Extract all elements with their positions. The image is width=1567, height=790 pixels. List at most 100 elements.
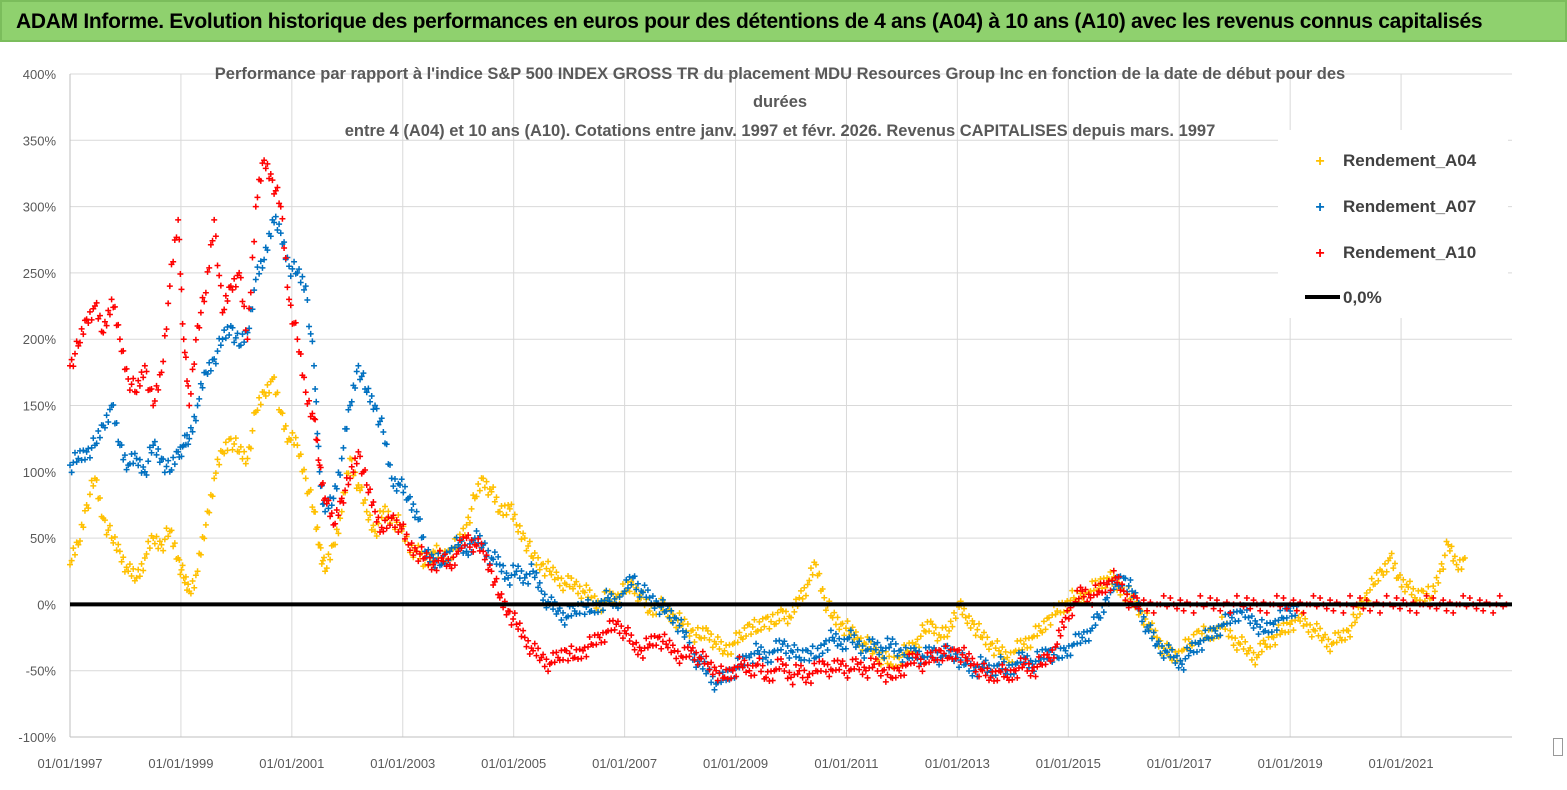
data-point-interp <box>548 594 555 601</box>
data-point-interp <box>131 450 138 457</box>
x-tick-label: 01/01/2015 <box>1036 756 1101 771</box>
data-point-interp <box>633 639 640 646</box>
data-point-interp <box>155 545 162 552</box>
data-point-interp <box>809 571 816 578</box>
data-point-interp <box>365 516 372 523</box>
data-point-interp <box>759 615 766 622</box>
data-point-interp <box>146 545 153 552</box>
data-point-interp <box>518 536 525 543</box>
data-point-interp <box>1317 595 1324 602</box>
data-point-interp <box>418 543 425 550</box>
data-point <box>1079 588 1086 595</box>
data-point-interp <box>545 668 552 675</box>
data-point-interp <box>545 558 552 565</box>
data-point-interp <box>1034 648 1041 655</box>
data-point-interp <box>1190 631 1197 638</box>
data-point-interp <box>307 486 314 493</box>
data-point-interp <box>792 661 799 668</box>
data-point-interp <box>101 318 108 325</box>
data-point-interp <box>1310 592 1317 599</box>
data-point-interp <box>466 544 473 551</box>
data-point-interp <box>481 484 488 491</box>
data-point-interp <box>212 470 219 477</box>
data-point-interp <box>178 566 185 573</box>
data-point-interp <box>1255 631 1262 638</box>
data-point <box>133 574 140 581</box>
data-point-interp <box>927 649 934 656</box>
data-point-interp <box>616 593 623 600</box>
data-point-interp <box>1107 569 1114 576</box>
data-point-interp <box>373 405 380 412</box>
data-point-interp <box>199 294 206 301</box>
data-point-interp <box>1100 609 1107 616</box>
data-point-interp <box>869 664 876 671</box>
data-point-interp <box>1184 644 1190 651</box>
data-point-interp <box>1147 622 1154 629</box>
data-point-interp <box>801 667 808 674</box>
data-point-interp <box>743 669 750 676</box>
data-point-interp <box>1383 592 1390 599</box>
data-point <box>363 508 370 515</box>
data-point <box>721 647 728 654</box>
data-point-interp <box>473 543 480 550</box>
y-tick-label: 0% <box>37 597 56 612</box>
data-point-interp <box>460 549 467 556</box>
data-point-interp <box>806 577 813 584</box>
data-point-interp <box>1330 607 1337 614</box>
data-point-interp <box>171 461 178 468</box>
data-point-interp <box>476 532 483 539</box>
data-point-interp <box>1283 614 1290 621</box>
data-point-interp <box>932 624 939 631</box>
data-point <box>604 594 611 601</box>
data-point-interp <box>1430 595 1437 602</box>
data-point-interp <box>415 542 422 549</box>
data-point-interp <box>553 569 560 576</box>
data-point-interp <box>160 547 167 554</box>
data-point-interp <box>711 686 718 693</box>
data-point-interp <box>118 558 125 565</box>
data-point-interp <box>232 435 239 442</box>
data-point-interp <box>518 633 525 640</box>
data-point <box>311 415 318 422</box>
data-point-interp <box>160 358 167 365</box>
data-point-interp <box>249 254 256 261</box>
data-point-interp <box>799 595 806 602</box>
data-point-interp <box>758 668 765 675</box>
data-point-interp <box>443 563 450 570</box>
data-point <box>75 541 82 548</box>
data-point-interp <box>573 578 580 585</box>
data-point-interp <box>151 397 158 404</box>
data-point-interp <box>967 625 974 632</box>
y-tick-label: -50% <box>26 664 57 679</box>
data-point-interp <box>451 562 458 569</box>
data-point-interp <box>93 440 100 447</box>
data-point-interp <box>289 265 296 272</box>
data-point-interp <box>155 386 162 393</box>
data-point-interp <box>318 560 325 567</box>
data-point <box>1262 627 1269 634</box>
data-point-interp <box>113 547 120 554</box>
data-point-interp <box>315 443 322 450</box>
data-point-interp <box>551 576 558 583</box>
data-point-interp <box>1122 575 1129 582</box>
data-point-interp <box>1263 609 1270 616</box>
data-point-interp <box>1177 597 1184 604</box>
data-point <box>141 362 148 369</box>
data-point-interp <box>1019 649 1026 656</box>
data-point-interp <box>849 624 856 631</box>
data-point-interp <box>475 535 482 542</box>
data-point-interp <box>972 668 979 675</box>
data-point <box>219 309 226 316</box>
data-point-interp <box>1208 634 1215 641</box>
data-point-interp <box>105 307 112 314</box>
data-point-interp <box>485 566 492 573</box>
data-point-interp <box>691 656 698 663</box>
data-point-interp <box>814 645 821 652</box>
data-point-interp <box>307 413 314 420</box>
data-point-interp <box>1440 566 1447 573</box>
data-point-interp <box>259 264 266 271</box>
data-point-interp <box>279 215 286 222</box>
data-point-interp <box>653 642 660 649</box>
data-point <box>1187 647 1194 654</box>
data-point-interp <box>734 663 741 670</box>
